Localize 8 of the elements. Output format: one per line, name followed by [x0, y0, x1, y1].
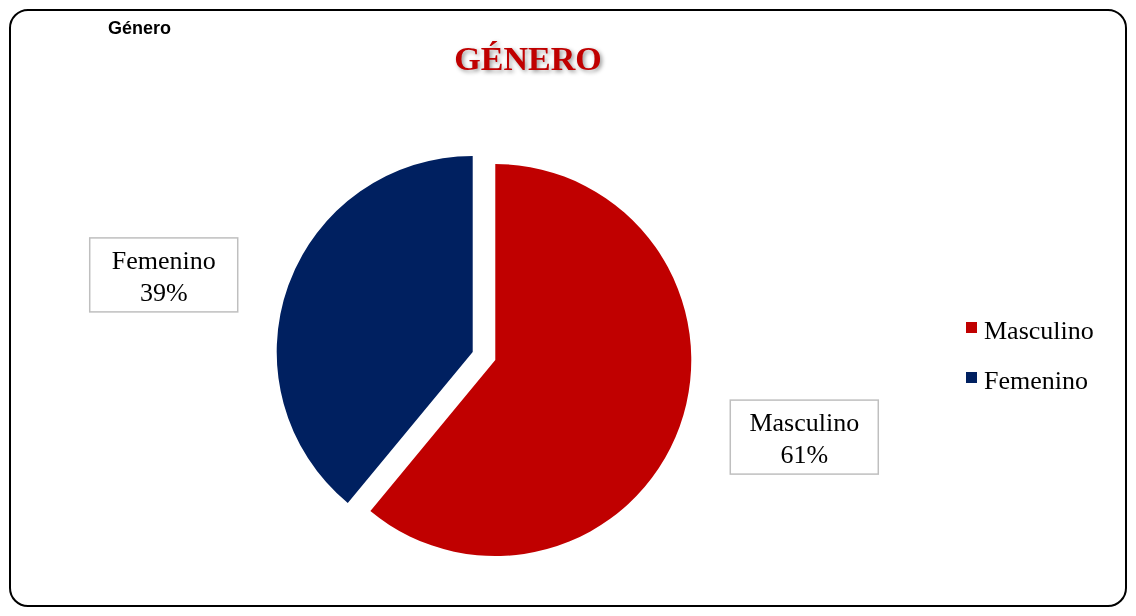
legend-label: Femenino: [984, 365, 1088, 395]
text: Género: [108, 18, 172, 38]
slice-label: Femenino: [111, 245, 216, 275]
legend-label: Masculino: [984, 315, 1094, 345]
data-label: 39%: [139, 277, 188, 307]
slice-label: Masculino: [749, 408, 860, 438]
chart-title: GÉNERO: [454, 40, 602, 77]
data-label: 61%: [780, 440, 829, 470]
